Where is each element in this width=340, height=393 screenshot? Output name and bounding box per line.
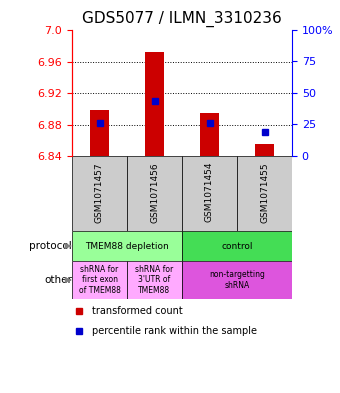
Text: shRNA for
first exon
of TMEM88: shRNA for first exon of TMEM88 bbox=[79, 265, 120, 295]
Text: shRNA for
3'UTR of
TMEM88: shRNA for 3'UTR of TMEM88 bbox=[135, 265, 174, 295]
Bar bbox=[72, 231, 182, 261]
Text: percentile rank within the sample: percentile rank within the sample bbox=[92, 325, 257, 336]
Text: GSM1071456: GSM1071456 bbox=[150, 162, 159, 222]
Bar bbox=[182, 231, 292, 261]
Text: non-targetting
shRNA: non-targetting shRNA bbox=[209, 270, 265, 290]
Text: GSM1071457: GSM1071457 bbox=[95, 162, 104, 222]
Bar bbox=[127, 261, 182, 299]
Bar bbox=[72, 261, 127, 299]
Text: transformed count: transformed count bbox=[92, 306, 183, 316]
Bar bbox=[182, 156, 237, 231]
Bar bbox=[72, 156, 127, 231]
Text: GSM1071454: GSM1071454 bbox=[205, 162, 214, 222]
Text: control: control bbox=[221, 242, 253, 250]
Bar bbox=[90, 110, 109, 156]
Title: GDS5077 / ILMN_3310236: GDS5077 / ILMN_3310236 bbox=[82, 11, 282, 27]
Bar bbox=[255, 144, 274, 156]
Bar bbox=[145, 52, 164, 156]
Bar bbox=[200, 113, 219, 156]
Bar bbox=[182, 261, 292, 299]
Bar bbox=[127, 156, 182, 231]
Text: TMEM88 depletion: TMEM88 depletion bbox=[85, 242, 169, 250]
Text: other: other bbox=[44, 275, 72, 285]
Text: protocol: protocol bbox=[29, 241, 72, 251]
Text: GSM1071455: GSM1071455 bbox=[260, 162, 269, 222]
Bar bbox=[237, 156, 292, 231]
